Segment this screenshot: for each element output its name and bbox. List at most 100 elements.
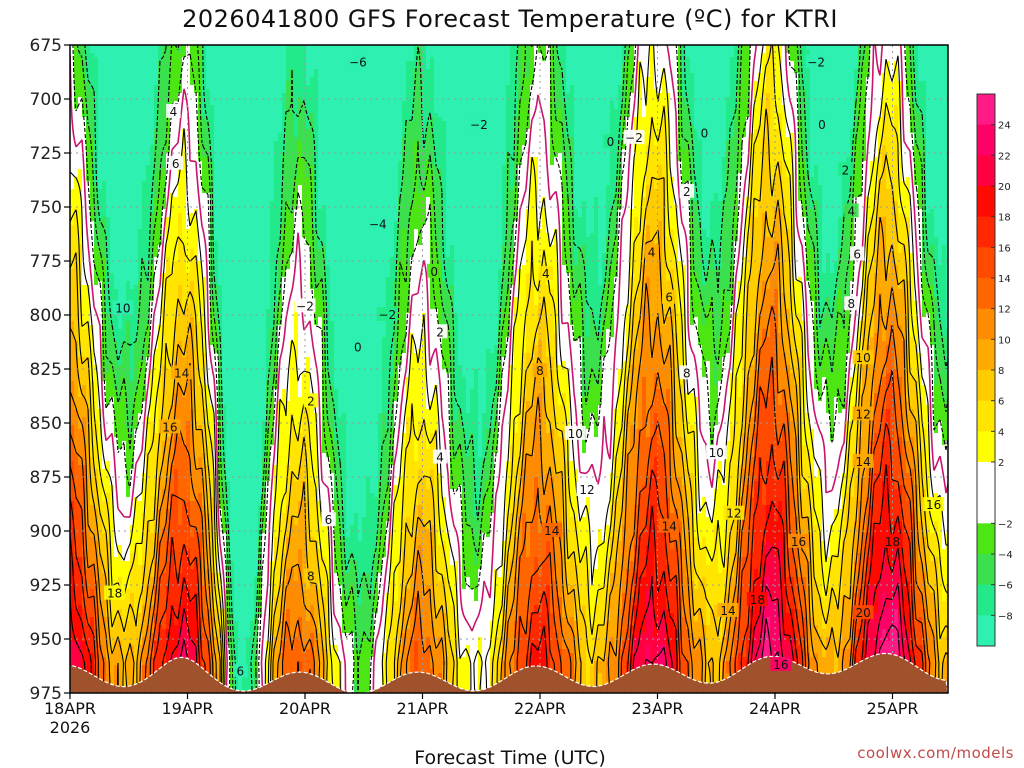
contour-label: 0 bbox=[354, 340, 362, 354]
contour-label: −2 bbox=[807, 55, 825, 69]
contour-label-bg bbox=[367, 216, 389, 231]
y-tick-label: 750 bbox=[30, 198, 62, 218]
contour-line bbox=[72, 45, 948, 693]
contour-label-bg bbox=[662, 289, 677, 304]
contour-label-bg bbox=[852, 406, 874, 421]
colorbar-segment bbox=[977, 554, 995, 586]
colorbar-segment bbox=[977, 155, 995, 187]
contour-label: 0 bbox=[607, 135, 615, 149]
contour-label: 14 bbox=[662, 520, 677, 534]
contour-label: 16 bbox=[773, 658, 788, 672]
colorbar-label: 8 bbox=[998, 366, 1004, 377]
contour-label: −2 bbox=[625, 131, 643, 145]
contour-label: 20 bbox=[855, 606, 870, 620]
contour-label-bg bbox=[697, 125, 712, 140]
colorbar-label: 14 bbox=[998, 274, 1011, 285]
contour-label: 8 bbox=[307, 569, 315, 583]
contour-label-bg bbox=[321, 512, 336, 527]
contour-label: 14 bbox=[544, 524, 559, 538]
colorbar: 24 22 20 18 16 14 12 10 8 6 4 2 −2 −4 −6 −8 bbox=[976, 93, 1013, 647]
contour-line bbox=[70, 243, 937, 693]
colorbar-label: 10 bbox=[998, 335, 1011, 346]
contour-label-bg bbox=[852, 605, 874, 620]
contour-label: 18 bbox=[750, 593, 765, 607]
y-tick-label: 875 bbox=[30, 468, 62, 488]
colorbar-segment bbox=[977, 124, 995, 156]
contour-label: 4 bbox=[170, 105, 178, 119]
contour-label: 8 bbox=[848, 297, 856, 311]
chart-title: 2026041800 GFS Forecast Temperature (ºC)… bbox=[182, 5, 838, 33]
contour-label-bg bbox=[852, 453, 874, 468]
contour-line bbox=[70, 356, 927, 693]
y-tick-label: 725 bbox=[30, 144, 62, 164]
colorbar-segment bbox=[977, 216, 995, 248]
y-tick-label: 675 bbox=[30, 36, 62, 56]
contour-label-bg bbox=[805, 54, 827, 69]
contour-label: 16 bbox=[926, 498, 941, 512]
x-axis: 18APR 19APR 20APR 21APR 22APR 23APR 24APR 25APR… bbox=[44, 693, 919, 737]
contour-label-bg bbox=[468, 116, 490, 131]
contour-label: 18 bbox=[885, 535, 900, 549]
contour-label: −2 bbox=[296, 299, 314, 313]
colorbar-label: 22 bbox=[998, 151, 1011, 162]
contour-label-bg bbox=[104, 585, 126, 600]
contour-label: 16 bbox=[791, 535, 806, 549]
y-tick-label: 950 bbox=[30, 630, 62, 650]
contour-label: 2 bbox=[436, 325, 444, 339]
colorbar-label: 4 bbox=[998, 427, 1004, 438]
contour-label-bg bbox=[844, 203, 859, 218]
colorbar-segment bbox=[977, 186, 995, 218]
contour-label-bg bbox=[541, 523, 563, 537]
contour-label-bg bbox=[844, 296, 859, 311]
terrain-ground bbox=[70, 652, 948, 693]
contour-label-bg bbox=[294, 298, 316, 313]
colorbar-segment bbox=[977, 492, 995, 524]
contour-label: 18 bbox=[107, 587, 122, 601]
contour-label: 0 bbox=[430, 265, 438, 279]
contour-label-bg bbox=[168, 155, 183, 170]
contour-line bbox=[70, 199, 948, 693]
contour-line bbox=[70, 45, 948, 693]
contour-label-bg bbox=[788, 533, 809, 548]
contour-label: 2 bbox=[307, 394, 315, 408]
contour-label-bg bbox=[852, 350, 874, 365]
x-year-label: 2026 bbox=[50, 718, 91, 737]
colorbar-segment bbox=[977, 339, 995, 371]
y-tick-label: 925 bbox=[30, 576, 62, 596]
colorbar-segment bbox=[977, 431, 995, 463]
contour-label: 14 bbox=[855, 455, 870, 469]
contour-label-bg bbox=[838, 162, 853, 177]
contour-label: 4 bbox=[436, 451, 444, 465]
contour-label-bg bbox=[923, 497, 945, 512]
colorbar-segment bbox=[977, 94, 995, 126]
contour-label: −2 bbox=[470, 118, 488, 132]
contour-label-bg bbox=[376, 307, 398, 321]
y-tick-label: 900 bbox=[30, 522, 62, 542]
contour-label-bg bbox=[850, 246, 865, 261]
y-axis: 675 700 725 750 775 800 825 850 875 900 925 950 975 bbox=[30, 36, 70, 704]
colorbar-label: 20 bbox=[998, 182, 1011, 193]
contour-label: 12 bbox=[726, 507, 741, 521]
colorbar-segment bbox=[977, 462, 995, 494]
y-tick-label: 800 bbox=[30, 306, 62, 326]
credit-text: coolwx.com/models bbox=[857, 744, 1014, 762]
contour-label: 2 bbox=[683, 185, 691, 199]
contour-label-bg bbox=[576, 481, 598, 496]
colorbar-segment bbox=[977, 523, 995, 555]
contour-label-bg bbox=[564, 425, 586, 440]
colorbar-segment bbox=[977, 308, 995, 340]
contour-label-bg bbox=[623, 129, 645, 144]
colorbar-label: −2 bbox=[998, 519, 1013, 530]
contour-label-bg bbox=[159, 419, 181, 434]
contour-label: 6 bbox=[325, 513, 333, 527]
contour-label-bg bbox=[350, 339, 366, 354]
contour-label-bg bbox=[770, 656, 792, 671]
contour-line bbox=[70, 306, 931, 693]
colorbar-segment bbox=[977, 615, 995, 647]
contour-label: 10 bbox=[855, 351, 870, 365]
contour-line bbox=[70, 108, 948, 693]
x-tick-label: 21APR bbox=[396, 699, 448, 718]
colorbar-label: −6 bbox=[998, 581, 1013, 592]
contour-label-bg bbox=[658, 518, 680, 533]
